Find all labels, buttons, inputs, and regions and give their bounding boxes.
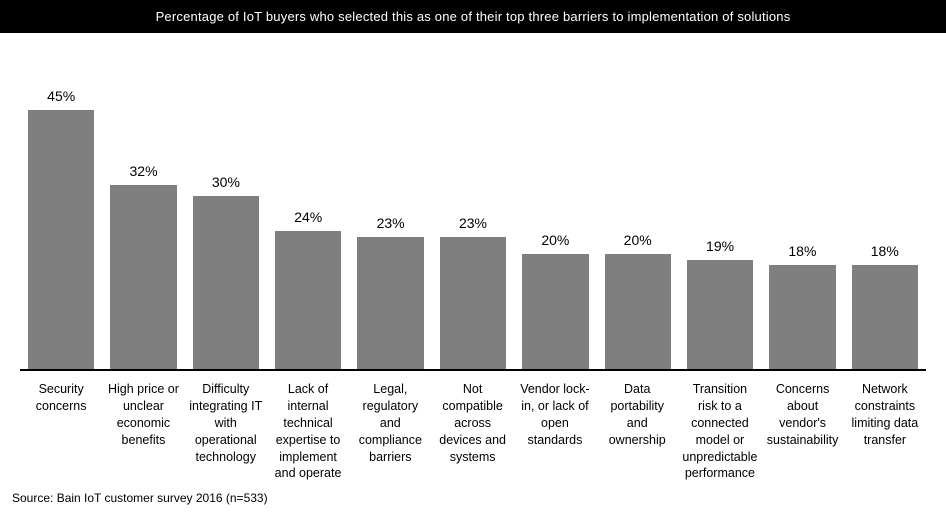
bar-col: 20% — [514, 81, 596, 369]
bar-category-label: Legal, regulatory and compliance barrier… — [349, 381, 431, 482]
bar-category-label: High price or unclear economic benefits — [102, 381, 184, 482]
bar-category-label: Security concerns — [20, 381, 102, 482]
bar — [687, 260, 753, 369]
bar-value-label: 18% — [871, 243, 899, 259]
chart-baseline — [20, 369, 926, 371]
bar-col: 23% — [432, 81, 514, 369]
bar-category-label: Data portability and ownership — [596, 381, 678, 482]
bar-category-label: Network constraints limiting data transf… — [844, 381, 926, 482]
bar-value-label: 20% — [624, 232, 652, 248]
bar — [28, 110, 94, 369]
bar-category-label: Concerns about vendor's sustainability — [761, 381, 843, 482]
bar-col: 20% — [597, 81, 679, 369]
bar-col: 18% — [761, 81, 843, 369]
chart-title-bar: Percentage of IoT buyers who selected th… — [0, 0, 946, 33]
bar-category-label: Transition risk to a connected model or … — [678, 381, 761, 482]
bar-value-label: 19% — [706, 238, 734, 254]
bars-container: 45% 32% 30% 24% 23% 23% 20% 20% 19% 18% 18% — [20, 81, 926, 369]
source-text: Source: Bain IoT customer survey 2016 (n… — [12, 491, 268, 505]
bar-value-label: 23% — [377, 215, 405, 231]
bar-category-label: Difficulty integrating IT with operation… — [185, 381, 267, 482]
bar — [440, 237, 506, 369]
bar-value-label: 20% — [541, 232, 569, 248]
bar — [852, 265, 918, 369]
bar-col: 32% — [102, 81, 184, 369]
chart-plot-area: 45% 32% 30% 24% 23% 23% 20% 20% 19% 18% 18% — [20, 81, 926, 371]
bar-category-label: Vendor lock-in, or lack of open standard… — [514, 381, 596, 482]
bar-value-label: 45% — [47, 88, 75, 104]
bar — [769, 265, 835, 369]
bar-col: 18% — [844, 81, 926, 369]
bar-value-label: 32% — [130, 163, 158, 179]
bar-value-label: 18% — [788, 243, 816, 259]
bar-value-label: 30% — [212, 174, 240, 190]
chart-title: Percentage of IoT buyers who selected th… — [156, 9, 791, 24]
bar-value-label: 23% — [459, 215, 487, 231]
labels-row: Security concernsHigh price or unclear e… — [20, 381, 926, 482]
bar-value-label: 24% — [294, 209, 322, 225]
bar — [275, 231, 341, 369]
bar — [357, 237, 423, 369]
bar-col: 24% — [267, 81, 349, 369]
bar-col: 30% — [185, 81, 267, 369]
bar — [522, 254, 588, 369]
bar-category-label: Lack of internal technical expertise to … — [267, 381, 349, 482]
bar — [193, 196, 259, 369]
bar-category-label: Not compatible across devices and system… — [431, 381, 513, 482]
bar-col: 45% — [20, 81, 102, 369]
bar-col: 19% — [679, 81, 761, 369]
bar-col: 23% — [349, 81, 431, 369]
bar — [110, 185, 176, 369]
bar — [605, 254, 671, 369]
